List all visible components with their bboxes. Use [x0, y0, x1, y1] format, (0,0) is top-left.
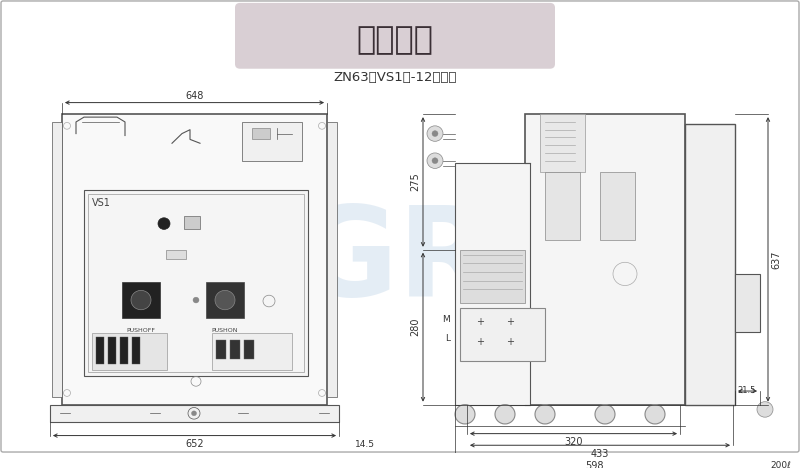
Text: 200ℓ: 200ℓ — [770, 461, 791, 468]
Text: 648: 648 — [186, 91, 204, 101]
Text: 21.5: 21.5 — [738, 386, 756, 395]
Text: M: M — [442, 315, 450, 324]
Bar — [50, 405, 339, 422]
Text: 280: 280 — [410, 318, 420, 336]
Text: PUSHON: PUSHON — [212, 328, 238, 333]
Circle shape — [191, 411, 197, 416]
Text: PUSHOFF: PUSHOFF — [126, 328, 155, 333]
Bar — [600, 172, 635, 240]
Bar — [92, 333, 167, 370]
Bar — [242, 122, 302, 161]
Text: 320: 320 — [564, 437, 582, 447]
FancyBboxPatch shape — [235, 3, 555, 69]
Circle shape — [427, 126, 443, 141]
Text: 安装尺寸: 安装尺寸 — [357, 25, 434, 56]
Text: 14.5: 14.5 — [355, 440, 375, 449]
Text: +: + — [506, 336, 514, 347]
Text: VS1: VS1 — [92, 198, 111, 208]
Circle shape — [427, 153, 443, 168]
Text: 275: 275 — [410, 173, 420, 191]
Circle shape — [645, 405, 665, 424]
Text: +: + — [506, 317, 514, 327]
Bar — [460, 250, 525, 303]
Text: GR: GR — [295, 201, 494, 322]
Circle shape — [455, 405, 475, 424]
Text: +: + — [476, 336, 484, 347]
Bar — [108, 337, 116, 364]
Bar — [206, 282, 244, 318]
Circle shape — [535, 405, 555, 424]
Text: 637: 637 — [771, 250, 781, 269]
Bar — [230, 340, 240, 359]
Circle shape — [193, 297, 199, 303]
Bar — [132, 337, 140, 364]
Circle shape — [495, 405, 515, 424]
Bar — [244, 340, 254, 359]
Bar — [327, 122, 337, 397]
FancyBboxPatch shape — [1, 1, 799, 452]
Circle shape — [131, 290, 151, 310]
Bar — [88, 194, 304, 372]
Bar — [122, 282, 160, 318]
Bar — [62, 114, 327, 405]
Bar — [96, 337, 104, 364]
Text: L: L — [445, 334, 450, 343]
Bar — [540, 114, 585, 172]
Bar — [84, 190, 308, 375]
Circle shape — [757, 402, 773, 417]
Bar — [216, 340, 226, 359]
Bar — [455, 162, 530, 405]
Bar — [184, 216, 200, 229]
Bar — [735, 274, 760, 332]
Bar — [120, 337, 128, 364]
Bar — [252, 128, 270, 139]
Text: 598: 598 — [585, 461, 603, 468]
Text: +: + — [476, 317, 484, 327]
Bar — [685, 124, 735, 405]
Bar — [545, 172, 580, 240]
Text: 652: 652 — [185, 439, 204, 449]
Bar — [460, 308, 545, 361]
Bar — [212, 333, 292, 370]
Circle shape — [158, 218, 170, 229]
Text: 433: 433 — [591, 449, 609, 459]
Bar — [52, 122, 62, 397]
Bar — [525, 114, 685, 405]
Circle shape — [432, 158, 438, 164]
Bar — [166, 250, 186, 259]
Circle shape — [432, 131, 438, 137]
Text: ZN63［VS1］-12断路器: ZN63［VS1］-12断路器 — [334, 71, 457, 84]
Circle shape — [215, 290, 235, 310]
Circle shape — [595, 405, 615, 424]
